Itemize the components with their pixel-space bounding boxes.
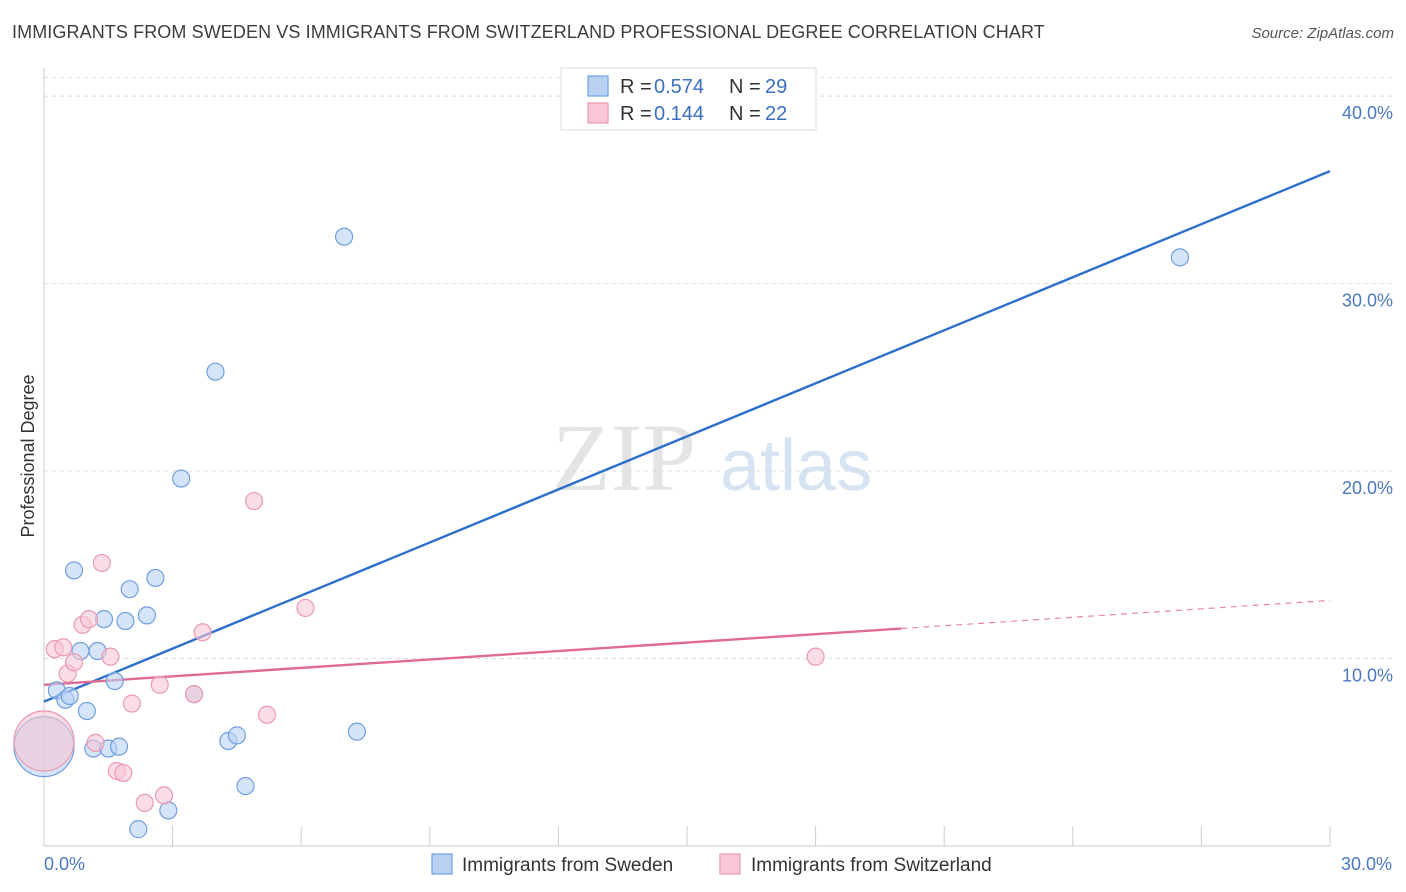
- data-point-switzerland: [13, 710, 75, 772]
- data-point-switzerland: [244, 491, 264, 511]
- chart-source: Source: ZipAtlas.com: [1251, 25, 1394, 42]
- data-point-sweden: [347, 722, 367, 741]
- data-point-sweden: [105, 671, 124, 691]
- data-point-switzerland: [101, 647, 120, 666]
- gridlines: [44, 76, 1394, 660]
- legend-box: R = 0.574 N = 29 R = 0.144 N = 22: [560, 67, 817, 131]
- data-point-sweden: [1170, 248, 1190, 267]
- data-point-sweden: [206, 362, 225, 381]
- data-point-sweden: [60, 686, 79, 706]
- bottom-legend-label-sweden: Immigrants from Sweden: [462, 855, 673, 876]
- data-point-sweden: [77, 701, 96, 721]
- data-point-sweden: [334, 227, 354, 246]
- data-point-sweden: [227, 726, 246, 745]
- data-point-sweden: [236, 776, 255, 796]
- legend-r-value-switzerland: 0.144: [654, 103, 704, 125]
- data-point-switzerland: [150, 675, 169, 694]
- data-point-sweden: [172, 469, 191, 488]
- legend-n-label-switzerland: N =: [729, 103, 761, 125]
- data-point-switzerland: [54, 638, 73, 657]
- data-point-sweden: [109, 737, 129, 756]
- data-point-sweden: [116, 611, 135, 631]
- x-tick-label: 30.0%: [1341, 854, 1392, 874]
- data-point-switzerland: [92, 553, 111, 573]
- data-point-switzerland: [135, 793, 154, 812]
- y-tick-label: 40.0%: [1342, 103, 1393, 123]
- data-point-sweden: [64, 561, 84, 580]
- legend-r-label-switzerland: R =: [620, 103, 652, 125]
- data-point-switzerland: [79, 610, 99, 629]
- y-tick-label: 10.0%: [1342, 666, 1393, 686]
- bottom-legend: Immigrants from Sweden Immigrants from S…: [431, 853, 992, 876]
- data-point-sweden: [120, 580, 139, 599]
- data-point-switzerland: [114, 763, 133, 782]
- data-point-switzerland: [193, 623, 212, 642]
- legend-r-value-sweden: 0.574: [654, 76, 704, 98]
- watermark-atlas: atlas: [720, 426, 872, 506]
- x-tick-label: 0.0%: [44, 854, 85, 874]
- data-point-switzerland: [257, 705, 277, 724]
- bottom-legend-swatch-switzerland: [719, 853, 741, 875]
- y-axis-label: Professional Degree: [18, 374, 38, 537]
- data-point-sweden: [159, 801, 178, 820]
- data-point-sweden: [146, 568, 165, 588]
- bottom-legend-swatch-sweden: [431, 853, 453, 875]
- data-point-switzerland: [64, 653, 84, 672]
- trend-lines: [43, 169, 1331, 703]
- legend-swatch-switzerland: [587, 102, 609, 124]
- data-point-switzerland: [154, 786, 174, 805]
- legend-swatch-sweden: [587, 75, 609, 97]
- bottom-legend-label-switzerland: Immigrants from Switzerland: [751, 855, 992, 876]
- y-axis-ticks: 10.0% 20.0% 30.0% 40.0%: [1342, 103, 1393, 685]
- legend-n-value-sweden: 29: [765, 76, 787, 98]
- legend-n-label-sweden: N =: [729, 76, 761, 98]
- watermark-zip: ZIP: [552, 404, 696, 511]
- data-point-switzerland: [296, 598, 315, 618]
- trend-line-extension-1: [901, 599, 1331, 630]
- legend-r-label-sweden: R =: [620, 76, 652, 98]
- chart-title: IMMIGRANTS FROM SWEDEN VS IMMIGRANTS FRO…: [12, 22, 1045, 42]
- data-point-switzerland: [806, 647, 825, 666]
- trend-line-0: [43, 169, 1331, 703]
- x-axis-ticks: 0.0% 30.0%: [43, 826, 1392, 874]
- data-point-switzerland: [184, 685, 204, 704]
- y-tick-label: 20.0%: [1342, 478, 1393, 498]
- legend-n-value-switzerland: 22: [765, 103, 787, 125]
- data-point-sweden: [129, 820, 148, 839]
- data-point-switzerland: [86, 733, 105, 752]
- trend-line-1: [43, 627, 902, 686]
- data-point-switzerland: [122, 694, 141, 713]
- y-tick-label: 30.0%: [1342, 291, 1393, 311]
- data-point-sweden: [137, 606, 156, 625]
- data-points: [13, 227, 1190, 839]
